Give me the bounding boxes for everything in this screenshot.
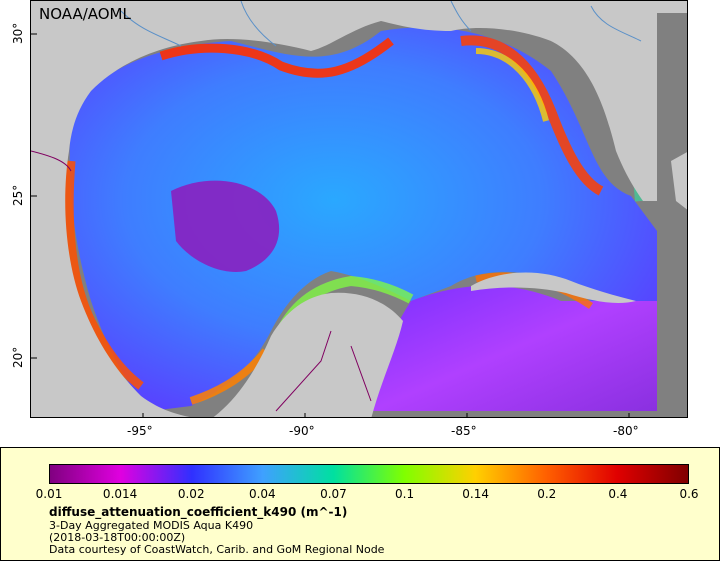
colorbar-label: 0.6 (679, 487, 699, 501)
florida-coast-outer (475, 48, 549, 122)
low-k490-patch (171, 180, 280, 272)
x-tick-minus85: -85° (451, 424, 477, 438)
x-tick-minus80: -80° (613, 424, 639, 438)
x-tick-minus90: -90° (289, 424, 315, 438)
y-tick-marks (31, 33, 37, 359)
yucatan-land (213, 292, 403, 417)
colorbar (49, 464, 689, 484)
mexico-land (31, 151, 190, 417)
northern-coast-band (159, 37, 394, 78)
legend-panel: 0.01 0.014 0.02 0.04 0.07 0.1 0.14 0.2 0.4 0.6 di… (0, 447, 720, 561)
caribbean-water (371, 285, 657, 411)
florida-coast-band (460, 35, 604, 196)
gulf-water (69, 27, 658, 412)
colorbar-label: 0.1 (395, 487, 415, 501)
ocean-color-map (31, 1, 687, 417)
colorbar-label: 0.02 (177, 487, 205, 501)
colorbar-label: 0.2 (537, 487, 557, 501)
cuba-land (471, 272, 636, 304)
bahamas-land (671, 152, 687, 210)
colorbar-label: 0.4 (608, 487, 628, 501)
colorbar-label: 0.14 (462, 487, 490, 501)
western-coast-band (64, 160, 144, 390)
southern-coast-band (189, 348, 270, 405)
border-lines (31, 150, 372, 412)
colorbar-label: 0.07 (320, 487, 347, 501)
florida-land (551, 13, 657, 201)
data-courtesy: Data courtesy of CoastWatch, Carib. and … (49, 543, 385, 556)
colorbar-label: 0.01 (35, 487, 63, 501)
river-lines (120, 1, 642, 47)
variable-name: diffuse_attenuation_coefficient_k490 (m^… (49, 505, 348, 519)
y-tick-20: 20° (11, 346, 25, 368)
map-credit: NOAA/AOML (39, 5, 131, 23)
x-tick-minus95: -95° (127, 424, 153, 438)
colorbar-label: 0.014 (102, 487, 138, 501)
x-tick-marks (142, 413, 630, 417)
y-tick-25: 25° (11, 184, 25, 206)
dataset-name: 3-Day Aggregated MODIS Aqua K490 (49, 519, 254, 532)
colorbar-label: 0.04 (248, 487, 276, 501)
y-tick-30: 30° (11, 22, 25, 44)
time-stamp: (2018-03-18T00:00:00Z) (49, 531, 186, 544)
map-panel: NOAA/AOML (30, 0, 688, 418)
